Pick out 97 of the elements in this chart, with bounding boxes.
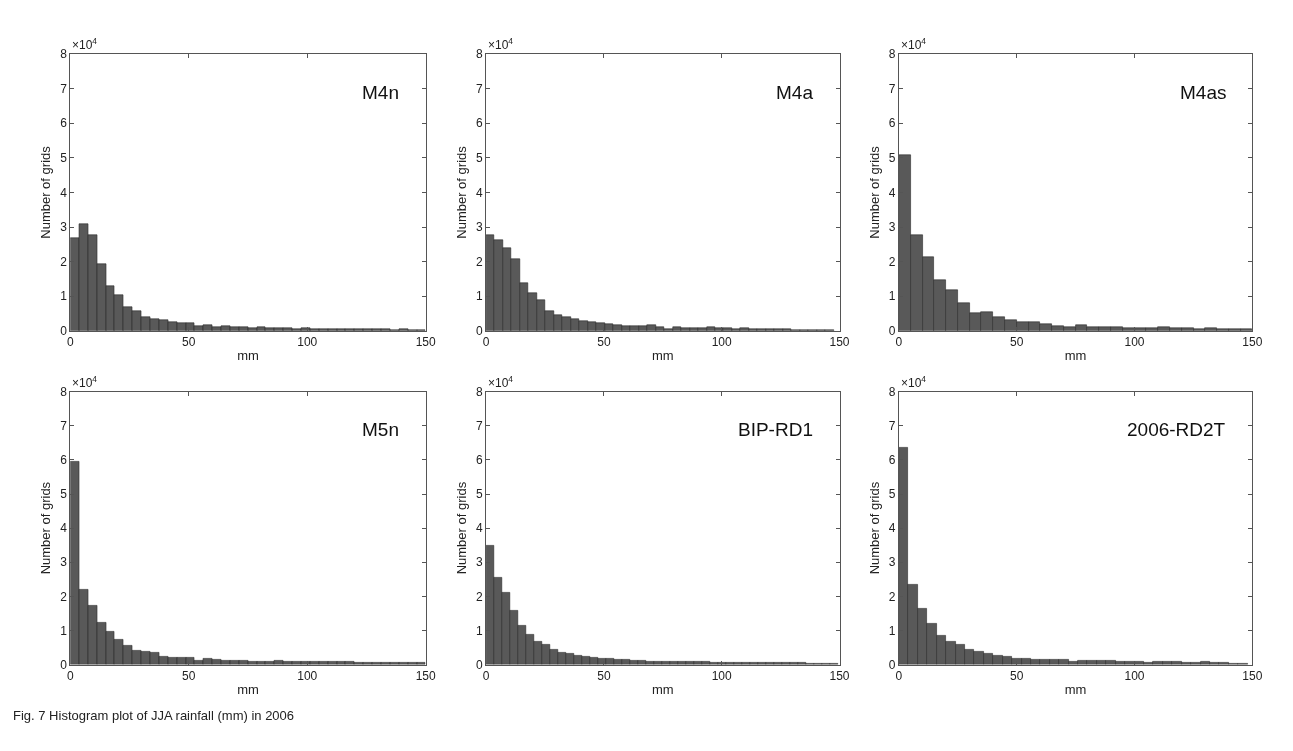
y-tick-label: 3 <box>476 220 484 235</box>
y-tick-label: 8 <box>888 384 896 399</box>
y-tick-label: 6 <box>60 453 68 468</box>
x-tick-label: 50 <box>597 668 611 683</box>
y-tick-label: 0 <box>476 324 484 339</box>
y-tick-label: 6 <box>476 116 484 131</box>
y-tick-label: 6 <box>476 453 484 468</box>
x-axis-title: mm <box>237 347 259 363</box>
y-tick-label: 1 <box>476 289 484 304</box>
text: ×10$^{4}$ <box>901 374 927 391</box>
text: M5n <box>362 419 399 440</box>
y-tick-label: 2 <box>60 254 68 269</box>
text: ×10$^{4}$ <box>488 36 514 53</box>
x-axis-title: mm <box>651 681 674 697</box>
y-tick-label: 3 <box>888 555 896 570</box>
x-tick-label: 100 <box>1124 335 1145 350</box>
x-tick-label: 100 <box>297 668 318 683</box>
y-tick-label: 1 <box>60 289 68 304</box>
y-tick-label: 5 <box>888 487 896 502</box>
y-tick-label: 2 <box>476 589 484 604</box>
x-tick-label: 50 <box>1010 668 1024 683</box>
y-axis-title: Number of grids <box>866 481 882 575</box>
x-tick-label: 100 <box>711 335 733 350</box>
y-tick-label: 0 <box>60 657 68 672</box>
y-tick-label: 4 <box>888 521 896 536</box>
x-tick-label: 150 <box>1242 668 1263 683</box>
y-tick-label: 7 <box>888 81 896 96</box>
y-tick-label: 0 <box>60 324 68 339</box>
x-tick-label: 50 <box>1010 335 1024 350</box>
x-axis-title: mm <box>1064 347 1087 363</box>
x-tick-label: 150 <box>415 668 437 683</box>
text: ×10$^{4}$ <box>72 36 98 53</box>
text: 2006-RD2T <box>1127 419 1226 440</box>
y-tick-label: 0 <box>476 657 484 672</box>
x-tick-label: 50 <box>182 335 196 350</box>
y-tick-label: 0 <box>888 324 896 339</box>
y-tick-label: 8 <box>60 384 68 399</box>
x-axis-title: mm <box>1064 681 1087 697</box>
x-axis-title: mm <box>651 347 674 363</box>
text: M4n <box>362 82 399 103</box>
x-tick-label: 100 <box>1124 668 1145 683</box>
x-tick-label: 150 <box>1242 335 1263 350</box>
y-axis-title: Number of grids <box>38 145 54 239</box>
x-tick-label: 100 <box>711 668 733 683</box>
y-tick-label: 7 <box>888 418 896 433</box>
y-tick-label: 4 <box>888 185 896 200</box>
text: ×10$^{4}$ <box>72 374 98 391</box>
y-tick-label: 6 <box>60 116 68 131</box>
y-tick-label: 8 <box>476 47 484 62</box>
y-tick-label: 6 <box>888 116 896 131</box>
x-tick-label: 50 <box>597 335 611 350</box>
y-tick-label: 7 <box>60 81 68 96</box>
x-axis-title: mm <box>237 681 259 697</box>
x-tick-label: 150 <box>829 668 850 683</box>
x-tick-label: 150 <box>415 335 437 350</box>
y-tick-label: 5 <box>476 151 484 166</box>
y-tick-label: 3 <box>476 555 484 570</box>
y-tick-label: 8 <box>476 384 484 399</box>
y-tick-label: 2 <box>888 589 896 604</box>
y-axis-title: Number of grids <box>38 481 54 575</box>
y-tick-label: 4 <box>476 521 484 536</box>
y-tick-label: 3 <box>60 555 68 570</box>
x-tick-label: 100 <box>297 335 318 350</box>
y-tick-label: 1 <box>888 623 896 638</box>
y-axis-title: Number of grids <box>453 145 469 239</box>
y-tick-label: 8 <box>888 47 896 62</box>
y-tick-label: 7 <box>60 418 68 433</box>
y-tick-label: 7 <box>476 81 484 96</box>
y-tick-label: 1 <box>476 623 484 638</box>
y-tick-label: 2 <box>476 254 484 269</box>
y-tick-label: 6 <box>888 453 896 468</box>
y-tick-label: 4 <box>60 521 68 536</box>
x-tick-label: 150 <box>829 335 850 350</box>
text: M4a <box>776 82 814 103</box>
text: ×10$^{4}$ <box>901 36 927 53</box>
y-axis-title: Number of grids <box>866 145 882 239</box>
y-tick-label: 1 <box>888 289 896 304</box>
y-tick-label: 5 <box>888 151 896 166</box>
x-tick-label: 50 <box>182 668 196 683</box>
y-tick-label: 2 <box>888 254 896 269</box>
text: ×10$^{4}$ <box>488 374 514 391</box>
y-tick-label: 2 <box>60 589 68 604</box>
y-tick-label: 0 <box>888 657 896 672</box>
y-tick-label: 3 <box>888 220 896 235</box>
y-tick-label: 4 <box>476 185 484 200</box>
y-tick-label: 5 <box>476 487 484 502</box>
y-tick-label: 7 <box>476 418 484 433</box>
y-tick-label: 5 <box>60 487 68 502</box>
y-tick-label: 1 <box>60 623 68 638</box>
y-tick-label: 3 <box>60 220 68 235</box>
y-tick-label: 8 <box>60 47 68 62</box>
y-axis-title: Number of grids <box>453 481 469 575</box>
text: BIP-RD1 <box>738 419 813 440</box>
text: M4as <box>1180 82 1227 103</box>
y-tick-label: 5 <box>60 151 68 166</box>
y-tick-label: 4 <box>60 185 68 200</box>
caption: Fig. 7 Histogram plot of JJA rainfall (mm) in 2006 <box>13 708 295 723</box>
